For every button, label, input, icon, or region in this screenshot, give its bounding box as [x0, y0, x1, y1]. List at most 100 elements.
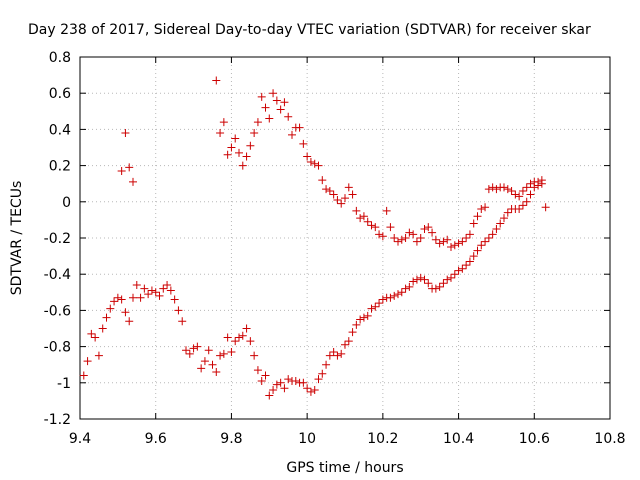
- data-point: [235, 148, 243, 157]
- data-point: [253, 118, 262, 127]
- data-point: [250, 351, 259, 360]
- data-point: [276, 378, 285, 387]
- data-point: [526, 190, 535, 199]
- y-tick-label: 0.4: [49, 122, 71, 138]
- data-point: [223, 150, 232, 159]
- data-point: [431, 284, 440, 293]
- data-point: [216, 129, 225, 138]
- data-point: [412, 275, 421, 284]
- data-point: [431, 235, 440, 244]
- data-point: [454, 239, 463, 248]
- data-point: [420, 275, 429, 284]
- data-point: [295, 123, 304, 132]
- data-point: [465, 257, 474, 266]
- data-point: [257, 92, 266, 101]
- data-point: [314, 161, 323, 170]
- data-point: [235, 333, 243, 342]
- data-point: [242, 324, 251, 333]
- data-point: [450, 270, 459, 279]
- data-point: [394, 290, 402, 299]
- data-point: [450, 241, 459, 250]
- data-point: [246, 337, 255, 346]
- data-point: [522, 183, 531, 192]
- x-tick-label: 9.8: [220, 431, 242, 447]
- data-point: [352, 320, 361, 329]
- data-point: [394, 237, 402, 246]
- data-point: [246, 141, 255, 150]
- data-point: [424, 223, 433, 232]
- data-point: [231, 337, 240, 346]
- data-point: [110, 297, 119, 306]
- data-point: [325, 186, 334, 195]
- data-point: [341, 194, 349, 203]
- x-tick-label: 9.4: [69, 431, 91, 447]
- data-point: [473, 246, 482, 255]
- data-point: [174, 306, 183, 315]
- data-point: [371, 223, 380, 232]
- data-point: [117, 295, 126, 304]
- data-point: [144, 290, 153, 299]
- data-point: [129, 177, 137, 186]
- data-point: [163, 281, 172, 290]
- y-tick-label: -0.4: [44, 267, 71, 283]
- data-point: [356, 315, 365, 324]
- data-point: [166, 286, 175, 295]
- data-point: [530, 183, 539, 192]
- data-point: [329, 348, 338, 357]
- data-point: [443, 235, 452, 244]
- data-point: [337, 199, 346, 208]
- data-point: [303, 384, 312, 393]
- data-point: [310, 159, 319, 168]
- y-tick-label: -1.2: [44, 412, 71, 428]
- data-point: [382, 206, 391, 215]
- data-point: [390, 291, 399, 300]
- y-tick-label: 0.2: [49, 159, 71, 175]
- data-point: [477, 241, 486, 250]
- data-point: [238, 331, 247, 340]
- data-point: [424, 279, 433, 288]
- data-point: [405, 282, 414, 291]
- y-tick-label: 0.8: [49, 50, 71, 66]
- y-tick-label: -0.2: [44, 231, 71, 247]
- data-point: [151, 288, 160, 297]
- data-point: [231, 134, 240, 143]
- data-point: [257, 376, 266, 385]
- data-point: [155, 291, 164, 300]
- data-point: [159, 284, 168, 293]
- data-point: [250, 129, 259, 138]
- data-point: [106, 304, 115, 313]
- y-tick-label: -1: [57, 376, 71, 392]
- data-point: [219, 349, 228, 358]
- data-point: [416, 234, 425, 242]
- data-point: [409, 277, 418, 286]
- data-point: [197, 364, 206, 373]
- data-point: [367, 221, 376, 230]
- data-point: [265, 391, 274, 400]
- x-tick-label: 10.2: [367, 431, 398, 447]
- data-point: [496, 219, 505, 228]
- x-tick-label: 10.6: [519, 431, 550, 447]
- y-tick-label: -0.8: [44, 340, 71, 356]
- data-point: [306, 387, 315, 396]
- y-axis-title: SDTVAR / TECUs: [9, 181, 25, 296]
- y-tick-label: 0: [62, 195, 71, 211]
- data-point: [261, 371, 270, 380]
- data-point: [102, 313, 111, 322]
- data-point: [132, 281, 141, 290]
- data-point: [363, 311, 372, 320]
- data-point: [435, 239, 444, 248]
- data-point: [401, 234, 410, 242]
- data-point: [344, 337, 353, 346]
- data-point: [435, 282, 444, 291]
- data-point: [303, 152, 312, 161]
- data-point: [314, 375, 323, 384]
- x-tick-label: 10.4: [443, 431, 474, 447]
- data-point: [219, 118, 228, 127]
- data-point: [477, 205, 486, 214]
- data-point: [428, 228, 437, 237]
- data-point: [193, 342, 202, 351]
- data-point: [378, 295, 387, 304]
- data-point: [306, 157, 315, 166]
- data-point: [212, 76, 221, 85]
- data-point: [333, 195, 342, 204]
